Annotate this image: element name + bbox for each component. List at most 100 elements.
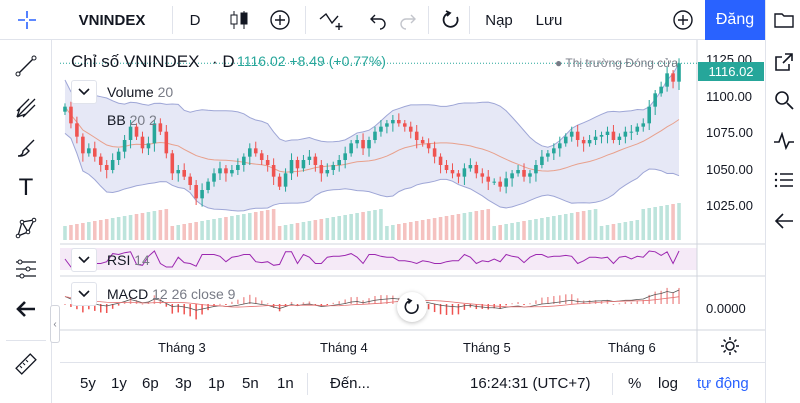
- macd-histogram-bar: [505, 304, 507, 306]
- macd-histogram-bar: [487, 304, 489, 310]
- legend-resolution: · D: [212, 52, 235, 71]
- candle-body: [468, 165, 473, 169]
- goto-date-button[interactable]: Đến...: [330, 375, 371, 392]
- candle-body: [63, 106, 67, 112]
- rsi-band: [60, 248, 697, 270]
- candle-body: [188, 176, 192, 185]
- price-axis-label: 1075.00: [706, 125, 753, 140]
- arrow-left-icon[interactable]: [770, 207, 798, 235]
- volume-bar: [611, 224, 616, 240]
- candle-body: [516, 170, 520, 174]
- candle-body: [563, 136, 568, 144]
- publish-button[interactable]: Đăng: [705, 0, 765, 40]
- back-arrow-icon[interactable]: [8, 293, 44, 325]
- macd-histogram-bar: [427, 304, 430, 310]
- ruler-icon[interactable]: [8, 348, 44, 380]
- rsi-indicator-label[interactable]: RSI 14: [107, 252, 150, 268]
- macd-histogram-bar: [439, 304, 442, 315]
- candle-body: [152, 123, 157, 144]
- compare-icon[interactable]: [314, 0, 348, 40]
- volume-bar: [331, 217, 336, 240]
- crosshair-icon[interactable]: [12, 0, 42, 40]
- macd-histogram-bar: [255, 297, 257, 304]
- pattern-icon[interactable]: [8, 212, 44, 244]
- symbol-search-button[interactable]: VNINDEX: [78, 11, 146, 29]
- volume-bar: [164, 209, 169, 240]
- candle-body: [373, 131, 377, 140]
- candle-body: [319, 165, 324, 174]
- range-6m-button[interactable]: 6p: [142, 375, 159, 392]
- undo-icon[interactable]: [365, 0, 391, 40]
- fib-retracement-icon[interactable]: [8, 253, 44, 285]
- candle-body: [194, 185, 198, 199]
- macd-histogram-bar: [517, 302, 519, 304]
- open-external-icon[interactable]: [770, 48, 798, 76]
- volume-bar: [403, 223, 407, 240]
- bb-indicator-label[interactable]: BB 20 2: [107, 112, 157, 128]
- legend-collapse-button[interactable]: [71, 80, 97, 104]
- macd-histogram-bar: [588, 300, 591, 304]
- range-5y-button[interactable]: 5y: [80, 375, 96, 392]
- timezone-clock[interactable]: 16:24:31 (UTC+7): [470, 375, 591, 392]
- add-indicator-icon[interactable]: [265, 0, 295, 40]
- candle-body: [510, 173, 514, 179]
- macd-histogram-bar: [523, 304, 525, 305]
- candle-body: [87, 148, 91, 154]
- volume-bar: [534, 219, 538, 240]
- add-icon[interactable]: [668, 0, 698, 40]
- candle-body: [146, 143, 151, 149]
- volume-bar: [337, 216, 341, 240]
- macd-histogram-bar: [535, 300, 537, 304]
- price-axis-label: 1100.00: [706, 89, 753, 104]
- volume-bar: [283, 225, 288, 240]
- candle-body: [104, 165, 109, 170]
- candle-body: [325, 170, 330, 174]
- reload-icon[interactable]: [437, 0, 465, 40]
- text-icon[interactable]: T: [18, 174, 34, 201]
- volume-bar: [379, 209, 383, 240]
- save-layout-button[interactable]: Lưu: [535, 11, 563, 29]
- candle-body: [408, 126, 413, 132]
- percent-scale-toggle[interactable]: %: [628, 375, 642, 392]
- range-3m-button[interactable]: 3p: [175, 375, 192, 392]
- load-layout-button[interactable]: Nạp: [485, 11, 513, 29]
- collapse-toolbar-icon[interactable]: ‹: [50, 305, 60, 343]
- range-1d-button[interactable]: 1n: [277, 375, 294, 392]
- candle-body: [81, 136, 85, 154]
- reset-chart-icon[interactable]: [397, 292, 427, 322]
- macd-histogram-bar: [481, 304, 484, 309]
- candles-icon[interactable]: [224, 0, 254, 40]
- brush-icon[interactable]: [8, 132, 44, 164]
- rsi-collapse-button[interactable]: [71, 248, 97, 272]
- volume-bar: [647, 208, 651, 240]
- auto-scale-toggle[interactable]: tự động: [697, 375, 749, 392]
- macd-histogram-bar: [237, 299, 239, 304]
- pitchfork-icon[interactable]: [8, 92, 44, 124]
- volume-bar: [480, 210, 485, 240]
- candle-body: [486, 176, 491, 182]
- pulse-icon[interactable]: [770, 127, 798, 155]
- range-1y-button[interactable]: 1y: [111, 375, 127, 392]
- settings-gear-icon[interactable]: [720, 336, 740, 361]
- redo-icon[interactable]: [395, 0, 421, 40]
- volume-bar: [307, 221, 312, 240]
- search-icon[interactable]: [770, 86, 798, 114]
- volume-bar: [116, 217, 121, 240]
- volume-bar: [75, 224, 79, 240]
- volume-indicator-label[interactable]: Volume 20: [107, 84, 174, 100]
- macd-indicator-label[interactable]: MACD 12 26 close 9: [107, 286, 236, 302]
- volume-bar: [277, 226, 282, 240]
- macd-collapse-button[interactable]: [71, 282, 97, 306]
- macd-histogram-bar: [624, 302, 627, 304]
- volume-bar: [349, 214, 353, 240]
- macd-histogram-bar: [392, 295, 394, 304]
- log-scale-toggle[interactable]: log: [658, 375, 679, 392]
- list-icon[interactable]: [770, 166, 798, 194]
- price-axis-label: 1050.00: [706, 162, 753, 177]
- interval-button[interactable]: D: [189, 11, 201, 29]
- folder-icon[interactable]: [770, 6, 798, 34]
- range-5d-button[interactable]: 5n: [242, 375, 259, 392]
- trend-line-icon[interactable]: [8, 50, 44, 82]
- range-1m-button[interactable]: 1p: [208, 375, 225, 392]
